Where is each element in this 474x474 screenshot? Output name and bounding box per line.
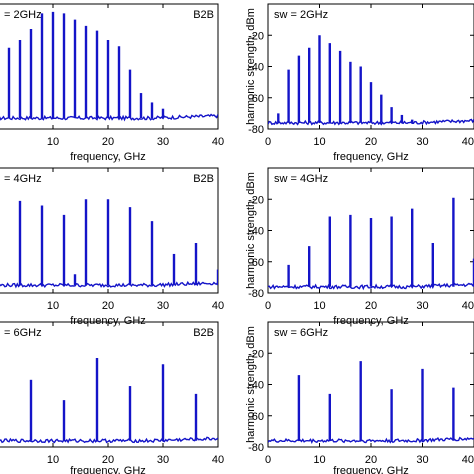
x-tick-label: 0	[265, 300, 271, 312]
chart-panel-2: 0 10 20 30 40 -20 -40 -60 -80 frequency, GHz harmo…	[245, 3, 474, 163]
y-axis-label: harmonic strength, dBm	[245, 326, 257, 443]
plot-frame	[0, 321, 219, 448]
x-axis-label: frequency, GHz	[70, 315, 146, 327]
y-tick-label: -20	[248, 30, 264, 42]
x-tick-label: 10	[313, 300, 325, 312]
sweep-annotation: = 6GHz	[4, 327, 42, 339]
chart-panel-5: 10 20 30 40 frequency, GHz = 6GHz B2B	[0, 321, 224, 474]
y-tick-label: -20	[248, 348, 264, 360]
x-tick-label: 30	[157, 136, 169, 148]
x-tick-label: 40	[212, 300, 224, 312]
x-axis-label: frequency, GHz	[70, 151, 146, 163]
sweep-annotation: sw = 4GHz	[274, 173, 328, 185]
sweep-annotation: = 4GHz	[4, 173, 42, 185]
b2b-annotation: B2B	[193, 173, 214, 185]
y-tick-label: -20	[248, 194, 264, 206]
x-tick-label: 10	[47, 300, 59, 312]
x-tick-label: 0	[265, 454, 271, 466]
x-tick-label: 20	[365, 454, 377, 466]
sweep-annotation: = 2GHz	[4, 9, 42, 21]
y-tick-label: -40	[248, 380, 264, 392]
y-tick-label: -80	[248, 288, 264, 300]
noise-floor-trace	[0, 436, 218, 444]
x-tick-label: 10	[47, 136, 59, 148]
chart-panel-3: 10 20 30 40 frequency, GHz = 4GHz B2B	[0, 167, 224, 327]
x-tick-label: 30	[416, 136, 428, 148]
y-tick-label: -40	[248, 62, 264, 74]
x-axis-label: frequency, GHz	[333, 151, 409, 163]
y-axis-label: harmonic strength, dBm	[245, 172, 257, 289]
y-axis-label: harmonic strength, dBm	[245, 8, 257, 125]
x-tick-label: 40	[212, 136, 224, 148]
x-axis-label: frequency, GHz	[70, 465, 146, 474]
y-tick-label: -60	[248, 257, 264, 269]
chart-panel-4: 0 10 20 30 40 -20 -40 -60 -80 frequency, GHz harmo…	[245, 167, 474, 327]
b2b-annotation: B2B	[193, 327, 214, 339]
sweep-annotation: sw = 2GHz	[274, 9, 328, 21]
noise-floor-trace	[0, 280, 218, 289]
x-axis-label: frequency, GHz	[333, 315, 409, 327]
x-tick-label: 0	[265, 136, 271, 148]
y-tick-label: -80	[248, 442, 264, 454]
x-tick-label: 30	[416, 454, 428, 466]
x-tick-label: 40	[212, 454, 224, 466]
x-tick-label: 30	[157, 300, 169, 312]
chart-panel-6: 0 10 20 30 40 -20 -40 -60 -80 frequency, GHz harmo…	[245, 321, 474, 474]
x-tick-label: 20	[365, 136, 377, 148]
y-tick-label: -80	[248, 124, 264, 136]
x-tick-label: 20	[102, 136, 114, 148]
x-tick-label: 10	[313, 136, 325, 148]
noise-floor-trace	[268, 436, 474, 444]
x-tick-label: 30	[416, 300, 428, 312]
y-tick-label: -40	[248, 226, 264, 238]
x-tick-label: 10	[313, 454, 325, 466]
x-tick-label: 20	[102, 454, 114, 466]
b2b-annotation: B2B	[193, 9, 214, 21]
x-tick-label: 10	[47, 454, 59, 466]
x-tick-label: 30	[157, 454, 169, 466]
x-axis-label: frequency, GHz	[333, 465, 409, 474]
sweep-annotation: sw = 6GHz	[274, 327, 328, 339]
x-tick-label: 40	[462, 136, 474, 148]
x-tick-label: 40	[462, 454, 474, 466]
x-tick-label: 20	[365, 300, 377, 312]
y-tick-label: -60	[248, 411, 264, 423]
chart-panel-1: 10 20 30 40 frequency, GHz = 2GHz B2B	[0, 3, 224, 163]
x-tick-label: 40	[462, 300, 474, 312]
noise-floor-trace	[268, 282, 474, 291]
x-tick-label: 20	[102, 300, 114, 312]
y-tick-label: -60	[248, 93, 264, 105]
